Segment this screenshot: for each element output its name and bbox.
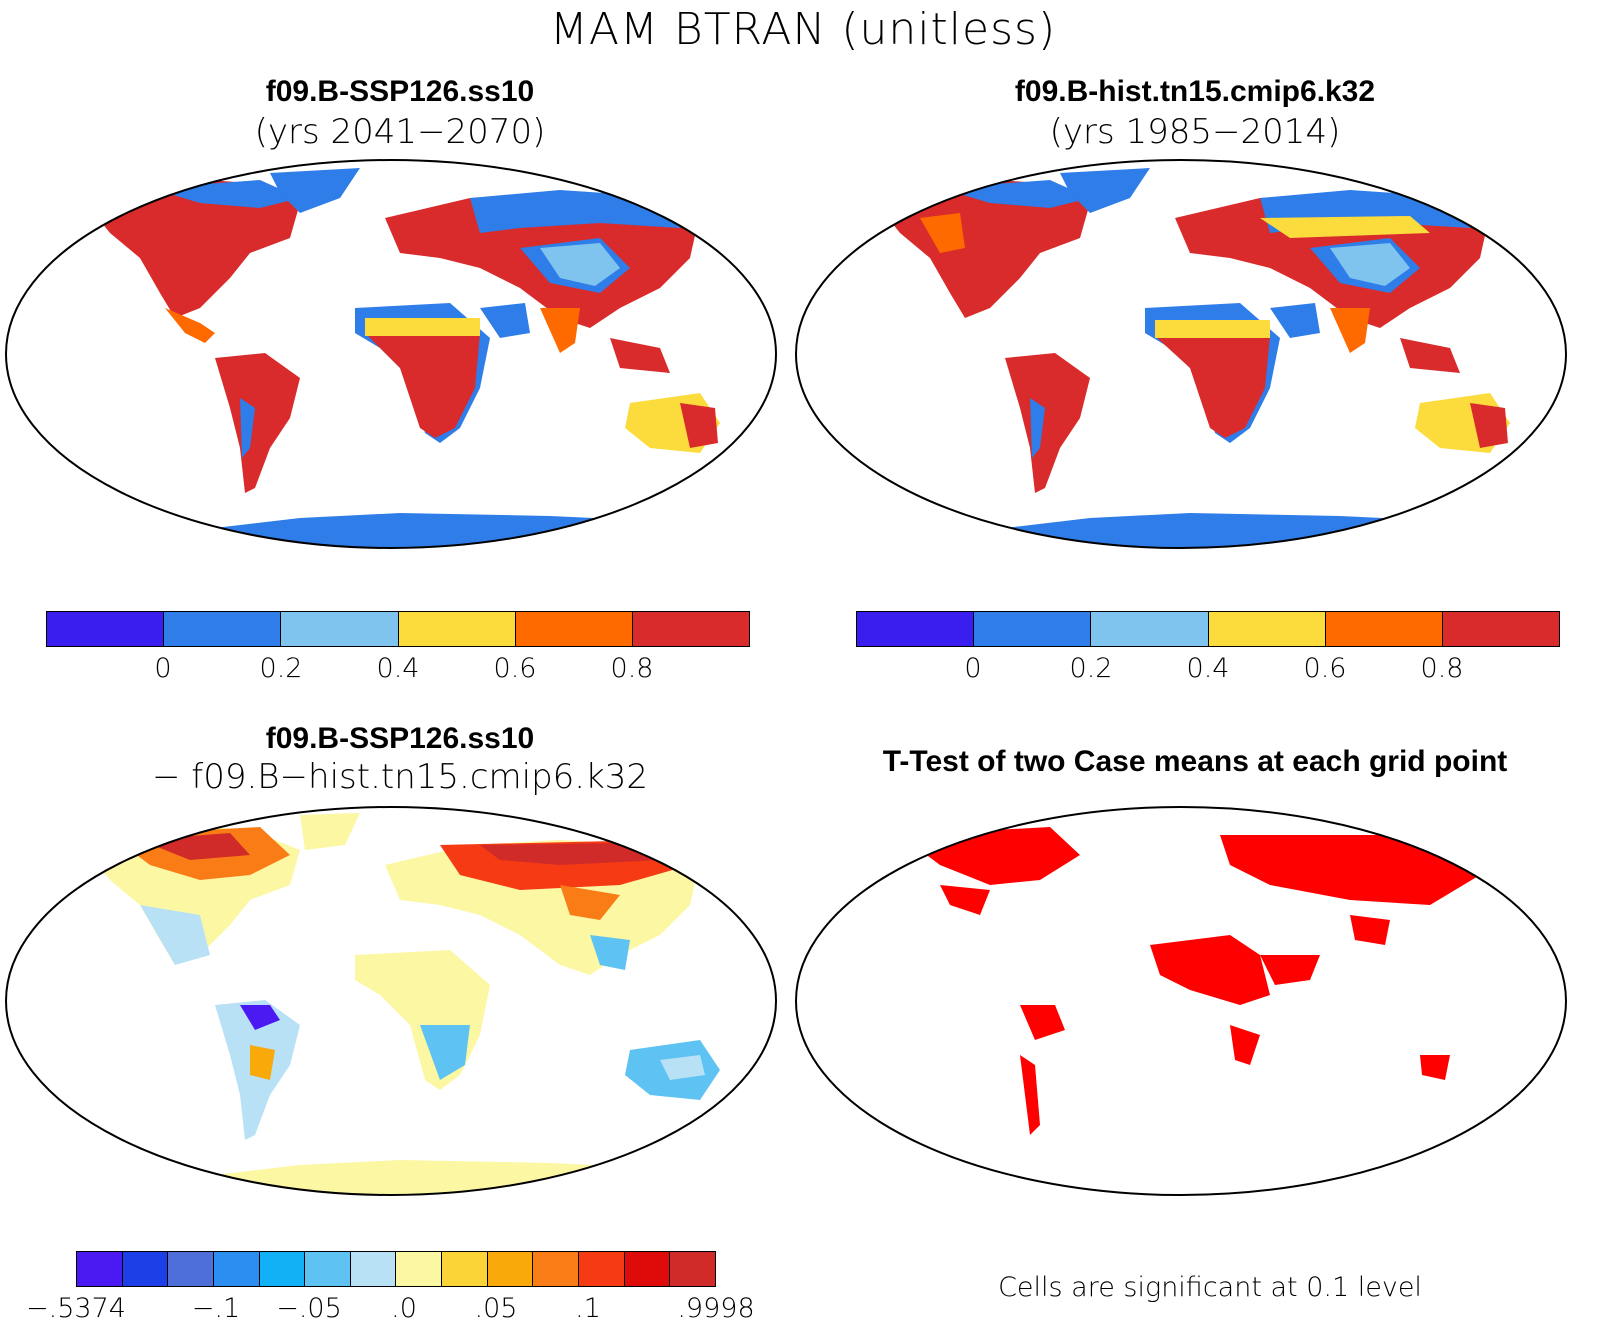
colorbar-swatch [624,1252,671,1286]
panel-subtitle-difference: − f09.B−hist.tn15.cmip6.k32 [151,757,649,797]
colorbar-swatch [1091,612,1209,646]
colorbar-tick: −.5374 [26,1293,126,1324]
colorbar-tick: −.05 [276,1293,342,1324]
colorbar-swatch [350,1252,397,1286]
panel-title-historical: f09.B-hist.tn15.cmip6.k32 [1014,75,1376,108]
colorbar-swatch [47,612,165,646]
colorbar-tick: 0.4 [376,653,420,684]
colorbar-future [46,611,750,647]
panel-title-difference: f09.B-SSP126.ss10 [265,722,535,755]
colorbar-tick: 0.6 [493,653,537,684]
colorbar-swatch [122,1252,169,1286]
colorbar-swatch [396,1252,443,1286]
colorbar-swatch [533,1252,580,1286]
colorbar-swatch [259,1252,306,1286]
figure-title: MAM BTRAN (unitless) [549,4,1057,55]
colorbar-tick: 0.8 [1420,653,1464,684]
colorbar-swatch [1442,612,1560,646]
colorbar-tick: 0 [964,653,982,684]
colorbar-tick: .9998 [677,1293,755,1324]
colorbar-tick: 0.8 [610,653,654,684]
colorbar-swatch [670,1252,715,1286]
significance-note: Cells are significant at 0.1 level [998,1272,1422,1303]
colorbar-swatch [632,612,750,646]
colorbar-swatch [974,612,1092,646]
colorbar-swatch [164,612,282,646]
map-ttest [795,806,1567,1196]
colorbar-swatch [398,612,516,646]
colorbar-swatch [515,612,633,646]
colorbar-swatch [442,1252,488,1286]
panel-title-future: f09.B-SSP126.ss10 [265,75,535,108]
colorbar-tick: 0.6 [1303,653,1347,684]
colorbar-tick: .0 [391,1293,417,1324]
colorbar-tick: 0.4 [1186,653,1230,684]
colorbar-tick: 0.2 [259,653,303,684]
map-future [5,159,777,549]
colorbar-swatch [305,1252,351,1286]
panel-subtitle-historical: (yrs 1985−2014) [1049,112,1341,152]
colorbar-tick: .1 [575,1293,601,1324]
colorbar-historical [856,611,1560,647]
colorbar-swatch [168,1252,214,1286]
colorbar-swatch [213,1252,260,1286]
map-historical [795,159,1567,549]
colorbar-tick: .05 [474,1293,518,1324]
panel-title-ttest: T-Test of two Case means at each grid po… [882,745,1508,778]
colorbar-tick: −.1 [191,1293,241,1324]
colorbar-swatch [1208,612,1326,646]
colorbar-swatch [487,1252,534,1286]
colorbar-tick: 0 [154,653,172,684]
colorbar-swatch [281,612,399,646]
colorbar-tick: 0.2 [1069,653,1113,684]
colorbar-swatch [857,612,975,646]
panel-subtitle-future: (yrs 2041−2070) [254,112,546,152]
map-difference [5,806,777,1196]
colorbar-swatch [1325,612,1443,646]
colorbar-swatch [579,1252,625,1286]
colorbar-swatch [77,1252,123,1286]
colorbar-difference [76,1251,716,1287]
